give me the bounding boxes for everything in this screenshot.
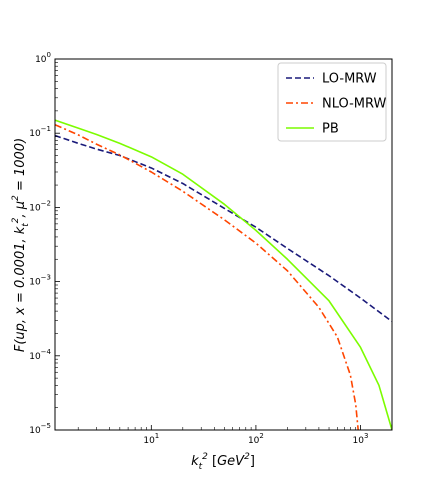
y-tick-label: 10−3: [29, 274, 51, 288]
x-axis-title: kt2 [GeV2]: [191, 452, 255, 472]
x-tick-label: 103: [353, 432, 369, 446]
legend-items: LO-MRW NLO-MRW PB: [286, 72, 387, 137]
legend-label-pb: PB: [322, 122, 339, 137]
plot-frame: [54, 58, 393, 431]
ticks-layer: 100 10−1 10−2 10−3 10−4 10−5 101 102 103: [29, 51, 368, 446]
y-tick-label: 10−1: [29, 125, 51, 139]
x-tick-label: 102: [248, 432, 264, 446]
series-line-pb: [55, 119, 392, 430]
series-line-lo-mrw: [55, 134, 392, 323]
legend-label-lo-mrw: LO-MRW: [322, 72, 377, 87]
x-tick-label: 101: [143, 432, 159, 446]
series-layer: [55, 119, 392, 430]
y-tick-label: 10−2: [29, 199, 51, 213]
y-tick-label: 100: [35, 51, 51, 65]
legend-box: [277, 62, 387, 142]
legend-label-nlo-mrw: NLO-MRW: [322, 97, 387, 112]
y-tick-label: 10−5: [29, 422, 51, 436]
y-axis-title: F(up, x = 0.0001, kt2, μ2 = 1000): [11, 138, 31, 352]
y-tick-label: 10−4: [29, 348, 51, 362]
series-line-nlo-mrw: [55, 124, 359, 430]
legend: LO-MRW NLO-MRW PB: [277, 62, 387, 142]
